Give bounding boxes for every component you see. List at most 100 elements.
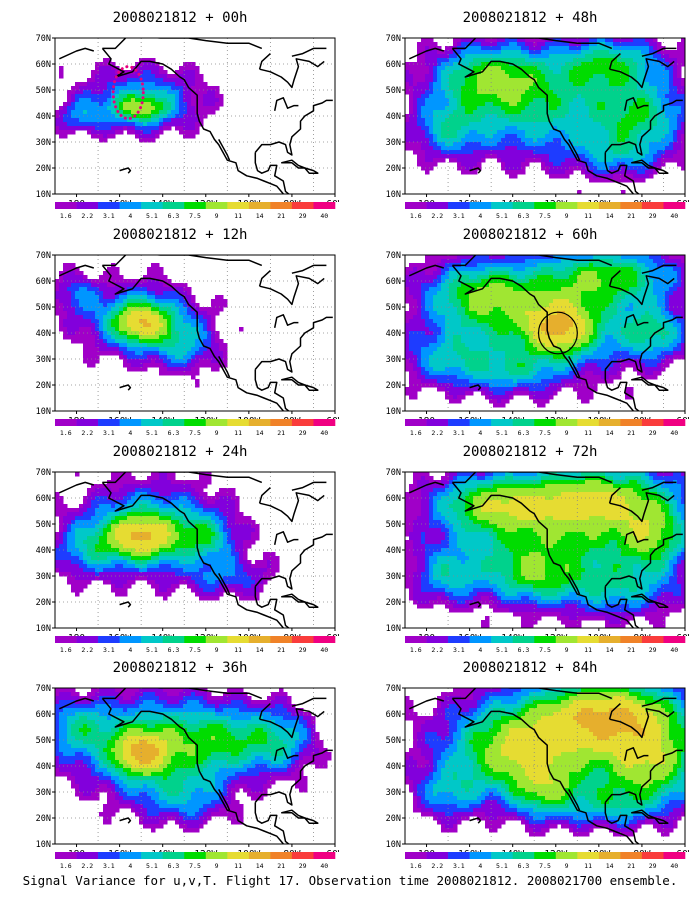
field-cell <box>441 90 446 95</box>
field-cell <box>625 299 630 304</box>
field-cell <box>517 50 522 55</box>
field-cell <box>529 98 534 103</box>
field-cell <box>207 335 212 340</box>
field-cell <box>417 70 422 75</box>
field-cell <box>441 154 446 159</box>
field-cell <box>421 62 426 67</box>
field-cell <box>155 335 160 340</box>
field-cell <box>557 259 562 264</box>
field-cell <box>163 371 168 376</box>
field-cell <box>119 126 124 131</box>
field-cell <box>179 331 184 336</box>
field-cell <box>657 279 662 284</box>
field-cell <box>485 263 490 268</box>
field-cell <box>513 42 518 47</box>
field-cell <box>533 94 538 99</box>
field-cell <box>561 287 566 292</box>
field-cell <box>445 291 450 296</box>
field-cell <box>135 134 140 139</box>
field-cell <box>91 82 96 87</box>
field-cell <box>517 303 522 308</box>
field-cell <box>577 275 582 280</box>
field-cell <box>561 46 566 51</box>
field-cell <box>159 106 164 111</box>
field-cell <box>581 275 586 280</box>
field-cell <box>163 359 168 364</box>
field-cell <box>525 275 530 280</box>
field-cell <box>557 58 562 63</box>
field-cell <box>147 66 152 71</box>
field-cell <box>159 331 164 336</box>
coastline <box>254 316 333 373</box>
field-cell <box>449 86 454 91</box>
field-cell <box>179 307 184 312</box>
field-cell <box>441 142 446 147</box>
field-cell <box>211 323 216 328</box>
field-cell <box>461 90 466 95</box>
field-cell <box>501 70 506 75</box>
field-cell <box>473 142 478 147</box>
field-cell <box>123 327 128 332</box>
field-cell <box>489 307 494 312</box>
field-cell <box>597 78 602 83</box>
field-cell <box>509 170 514 175</box>
field-cell <box>111 307 116 312</box>
field-cell <box>681 259 685 264</box>
field-cell <box>653 299 658 304</box>
field-cell <box>505 138 510 143</box>
field-cell <box>103 82 108 87</box>
field-cell <box>91 359 96 364</box>
field-cell <box>183 287 188 292</box>
field-cell <box>405 114 410 119</box>
field-cell <box>485 38 490 43</box>
coastline <box>218 139 231 161</box>
field-cell <box>681 122 685 127</box>
field-cell <box>127 323 132 328</box>
field-cell <box>413 114 418 119</box>
field-cell <box>469 154 474 159</box>
field-cell <box>211 315 216 320</box>
field-cell <box>529 58 534 63</box>
field-cell <box>557 42 562 47</box>
field-cell <box>537 58 542 63</box>
field-cell <box>653 74 658 79</box>
map-plot: 10N20N30N40N50N60N70N180160W140W120W100W… <box>386 34 690 202</box>
field-cell <box>409 114 414 119</box>
field-cell <box>669 130 674 135</box>
field-cell <box>127 110 132 115</box>
field-cell <box>677 94 682 99</box>
field-cell <box>501 46 506 51</box>
field-cell <box>577 122 582 127</box>
field-cell <box>453 299 458 304</box>
field-cell <box>409 307 414 312</box>
field-cell <box>505 130 510 135</box>
field-cell <box>469 291 474 296</box>
coastline <box>469 167 482 174</box>
field-cell <box>529 287 534 292</box>
field-cell <box>127 114 132 119</box>
field-cell <box>457 66 462 71</box>
field-cell <box>191 367 196 372</box>
field-cell <box>545 126 550 131</box>
field-cell <box>673 303 678 308</box>
field-cell <box>473 146 478 151</box>
field-cell <box>609 70 614 75</box>
field-cell <box>621 271 626 276</box>
field-cell <box>561 174 566 179</box>
field-cell <box>637 166 642 171</box>
field-cell <box>191 295 196 300</box>
field-cell <box>529 307 534 312</box>
field-cell <box>461 170 466 175</box>
field-cell <box>469 138 474 143</box>
field-cell <box>179 126 184 131</box>
field-cell <box>601 138 606 143</box>
field-cell <box>609 78 614 83</box>
field-cell <box>95 70 100 75</box>
field-cell <box>469 283 474 288</box>
field-cell <box>613 102 618 107</box>
field-cell <box>581 263 586 268</box>
field-cell <box>537 126 542 131</box>
field-cell <box>453 271 458 276</box>
field-cell <box>633 146 638 151</box>
field-cell <box>585 38 590 43</box>
